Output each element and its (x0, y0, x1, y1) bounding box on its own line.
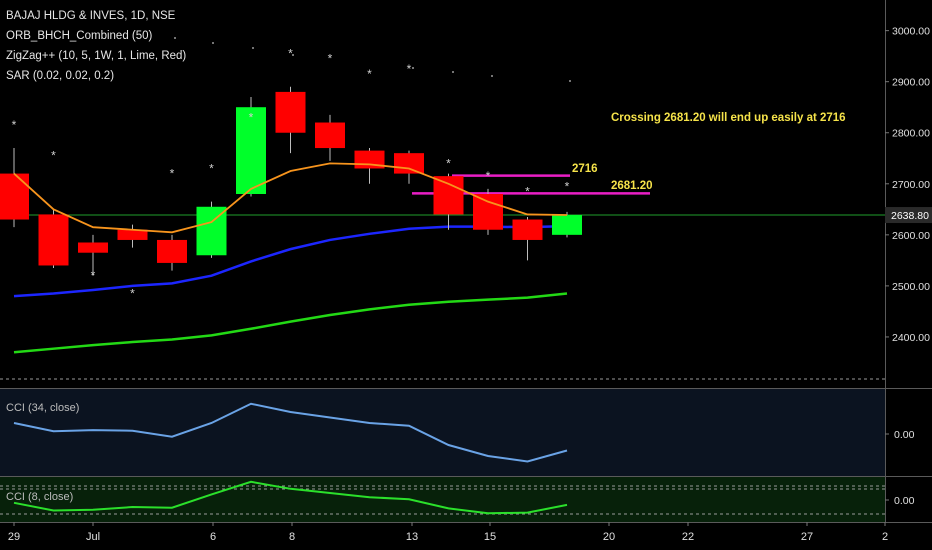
candle-body (117, 229, 148, 240)
chart-legend: BAJAJ HLDG & INVES, 1D, NSE ORB_BHCH_Com… (6, 6, 186, 86)
price-tick-label: 2600.00 (892, 230, 930, 242)
cci34-zero-label: 0.00 (894, 429, 915, 441)
sar-dot: * (486, 169, 491, 183)
sar-dot (569, 80, 571, 82)
candle-body (552, 215, 582, 235)
candle-body (315, 122, 345, 149)
sar-dot: * (328, 52, 333, 66)
sar-dot (212, 42, 214, 44)
sar-dot (174, 37, 176, 39)
candle-body (38, 214, 69, 266)
cci8-pane (0, 476, 885, 522)
indicator-orb[interactable]: ORB_BHCH_Combined (50) (6, 30, 153, 42)
orange-ma-line (13, 162, 568, 234)
sar-dot (412, 67, 414, 69)
candle-body (236, 107, 266, 194)
sar-dot (452, 71, 454, 73)
sar-dot: * (367, 67, 372, 81)
time-tick-label: 8 (289, 531, 295, 543)
time-tick-label: 20 (603, 531, 615, 543)
time-tick-label: 15 (484, 531, 496, 543)
time-tick-label: 27 (801, 531, 813, 543)
blue-ma-line (13, 224, 568, 298)
sar-dot: * (209, 161, 214, 175)
price-tick-label: 2700.00 (892, 179, 930, 191)
cci8-zero-label: 0.00 (894, 495, 915, 507)
time-tick-label: 2 (882, 531, 888, 543)
time-tick-label: Jul (86, 531, 100, 543)
symbol-title: BAJAJ HLDG & INVES, 1D, NSE (6, 10, 176, 22)
indicator-zigzag[interactable]: ZigZag++ (10, 5, 1W, 1, Lime, Red) (6, 50, 187, 62)
candle-body (78, 242, 108, 253)
current-price-badge (885, 207, 932, 224)
sar-dot (252, 47, 254, 49)
time-tick-label: 22 (682, 531, 694, 543)
price-tick-label: 3000.00 (892, 26, 930, 38)
cci34-line (13, 402, 568, 463)
candle-body (394, 153, 424, 174)
cci8-line (13, 480, 568, 515)
sar-dot: * (249, 110, 254, 124)
price-tick-label: 2900.00 (892, 77, 930, 89)
current-price-label: 2638.80 (891, 210, 929, 222)
indicator-sar[interactable]: SAR (0.02, 0.02, 0.2) (6, 70, 115, 82)
sar-dot (491, 75, 493, 77)
sar-dot: * (525, 184, 530, 198)
sar-dot: * (565, 179, 570, 193)
level-label-2716: 2716 (572, 163, 598, 175)
annotation-text: Crossing 2681.20 will end up easily at 2… (611, 112, 846, 124)
sar-dot (292, 54, 294, 56)
cci34-pane (0, 388, 885, 476)
candle-body (157, 239, 187, 263)
sar-dot: * (288, 47, 293, 61)
cci34-label: CCI (34, close) (6, 402, 80, 414)
cci8-label: CCI (8, close) (6, 491, 74, 503)
time-tick-label: 29 (8, 531, 20, 543)
price-tick-label: 2400.00 (892, 332, 930, 344)
candle-body (512, 219, 543, 240)
sar-dot: * (51, 149, 56, 163)
green-ma-line (13, 292, 568, 354)
time-tick-label: 13 (406, 531, 418, 543)
sar-dot: * (91, 269, 96, 283)
sar-dot: * (446, 156, 451, 170)
sar-dot: * (130, 287, 135, 301)
sar-dot: * (170, 167, 175, 181)
price-tick-label: 2500.00 (892, 281, 930, 293)
level-label-2681: 2681.20 (611, 180, 653, 192)
sar-dot: * (407, 62, 412, 76)
price-tick-label: 2800.00 (892, 128, 930, 140)
time-tick-label: 6 (210, 531, 216, 543)
sar-dot: * (12, 118, 17, 132)
candle-body (275, 91, 306, 133)
candle-body (473, 194, 503, 230)
candle-body (0, 173, 29, 220)
candle-body (433, 176, 464, 215)
